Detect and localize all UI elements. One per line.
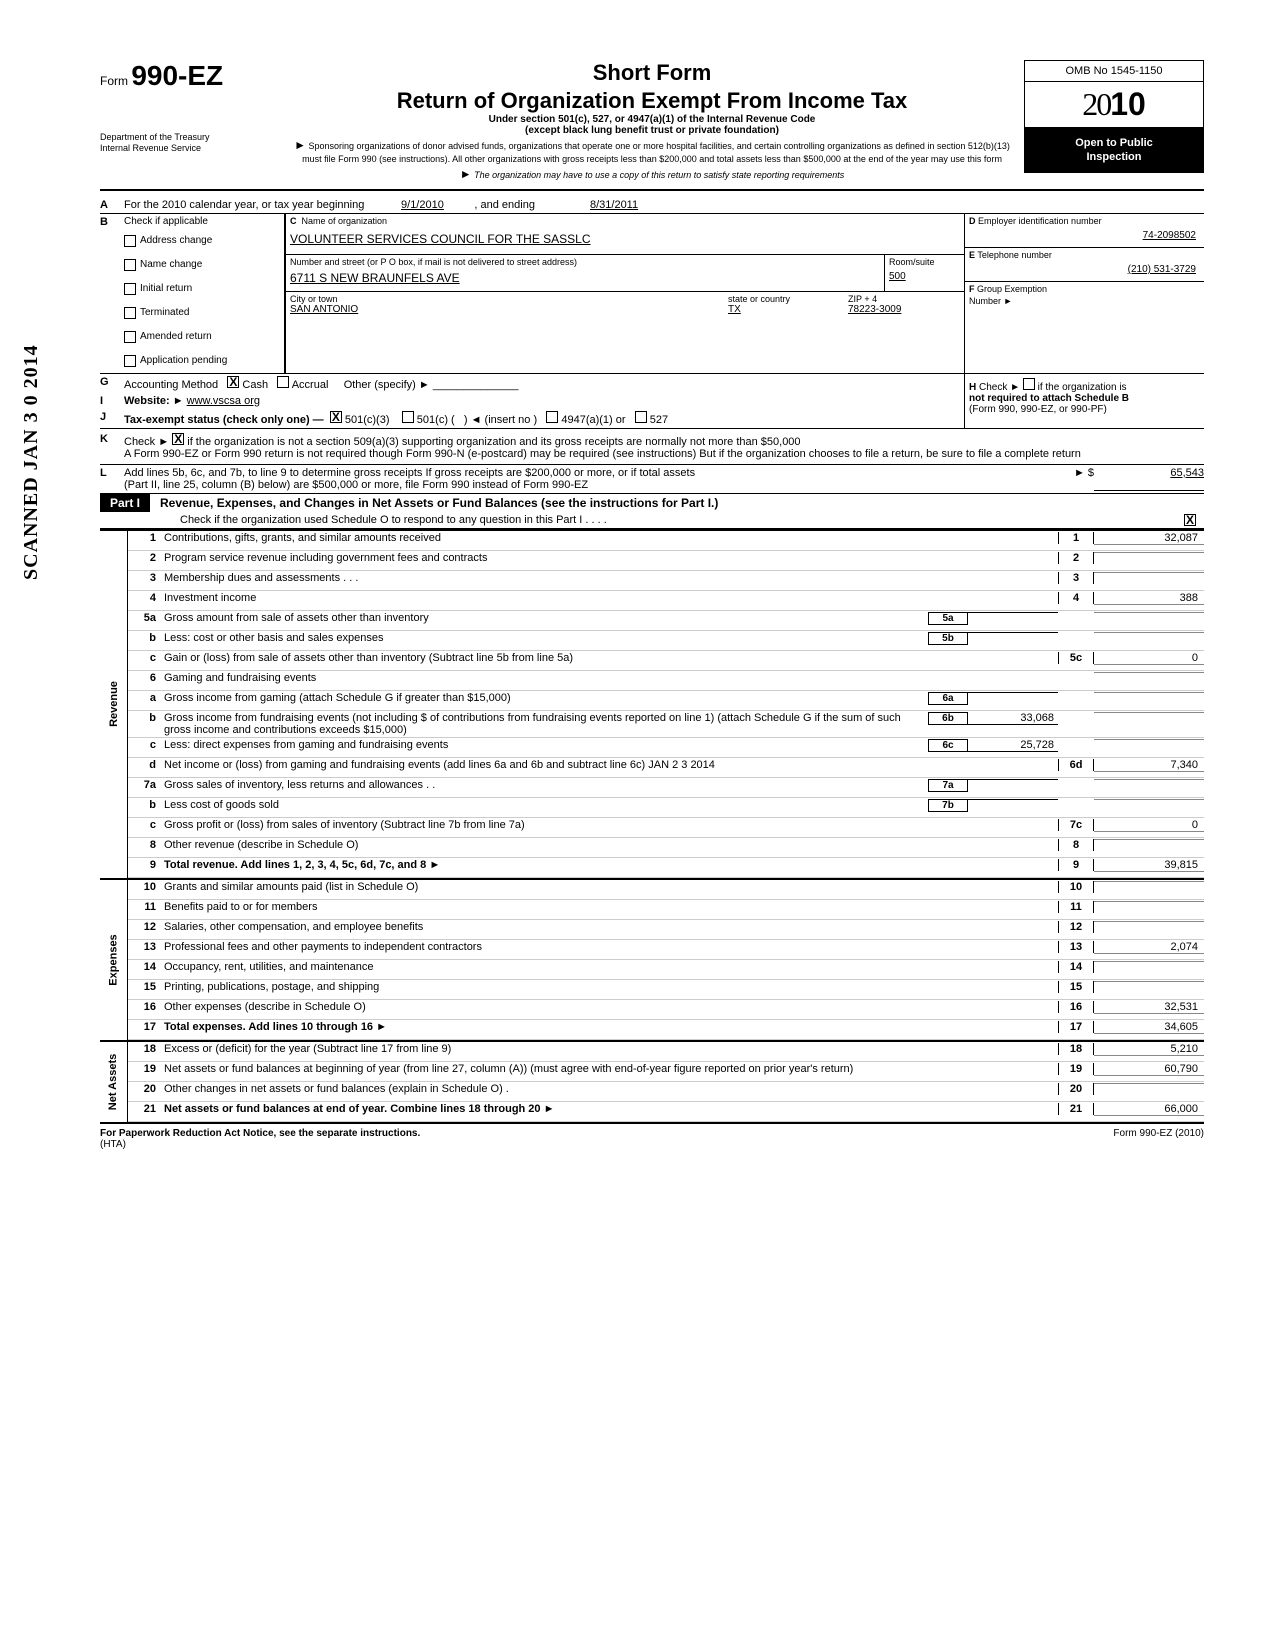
subtitle-1: Under section 501(c), 527, or 4947(a)(1)… [290,114,1014,125]
city: SAN ANTONIO [290,304,720,315]
sponsor-note: ► Sponsoring organizations of donor advi… [290,138,1014,165]
line-a: A For the 2010 calendar year, or tax yea… [100,197,1204,213]
line-k: K Check ► if the organization is not a s… [100,429,1204,465]
omb-number: OMB No 1545-1150 [1024,60,1204,82]
check-schedule-o[interactable] [1184,514,1196,526]
tax-year: 2010 [1024,82,1204,128]
check-terminated[interactable] [124,307,136,319]
short-form-title: Short Form [290,60,1014,86]
zip: 78223-3009 [848,304,960,315]
check-527[interactable] [635,411,647,423]
check-amended[interactable] [124,331,136,343]
check-501c3[interactable] [330,411,342,423]
street-address: 6711 S NEW BRAUNFELS AVE [290,267,880,289]
line-i: I Website: ► www.vscsa org [100,393,964,409]
section-b-checks: Check if applicable Address change Name … [124,214,284,373]
form-number: Form 990-EZ [100,60,280,92]
revenue-section: Revenue 1Contributions, gifts, grants, a… [100,529,1204,878]
state: TX [728,304,840,315]
check-name-change[interactable] [124,259,136,271]
line-g: G Accounting Method Cash Accrual Other (… [100,374,964,393]
line-l: L Add lines 5b, 6c, and 7b, to line 9 to… [100,465,1204,493]
open-public-badge: Open to Public Inspection [1024,128,1204,173]
expenses-section: Expenses 10Grants and similar amounts pa… [100,878,1204,1040]
line-j: J Tax-exempt status (check only one) — 5… [100,409,964,428]
check-cash[interactable] [227,376,239,388]
footer: For Paperwork Reduction Act Notice, see … [100,1128,1204,1150]
ein: 74-2098502 [969,226,1200,245]
check-address-change[interactable] [124,235,136,247]
netassets-section: Net Assets 18Excess or (deficit) for the… [100,1040,1204,1124]
section-h: H Check ► if the organization is not req… [964,374,1204,428]
check-k[interactable] [172,433,184,445]
check-501c[interactable] [402,411,414,423]
check-h[interactable] [1023,378,1035,390]
scanned-stamp: SCANNED JAN 3 0 2014 [20,344,43,580]
room-suite: 500 [889,267,960,286]
check-initial-return[interactable] [124,283,136,295]
subtitle-2: (except black lung benefit trust or priv… [290,125,1014,136]
dept-treasury: Department of the Treasury Internal Reve… [100,132,280,154]
check-accrual[interactable] [277,376,289,388]
part1-check: Check if the organization used Schedule … [100,512,1204,529]
part-1-header: Part I Revenue, Expenses, and Changes in… [100,493,1204,512]
form-header: Form 990-EZ Department of the Treasury I… [100,60,1204,183]
check-4947[interactable] [546,411,558,423]
return-title: Return of Organization Exempt From Incom… [290,88,1014,114]
copy-note: ► The organization may have to use a cop… [290,167,1014,183]
phone: (210) 531-3729 [969,260,1200,279]
check-app-pending[interactable] [124,355,136,367]
org-name: VOLUNTEER SERVICES COUNCIL FOR THE SASSL… [290,226,960,252]
